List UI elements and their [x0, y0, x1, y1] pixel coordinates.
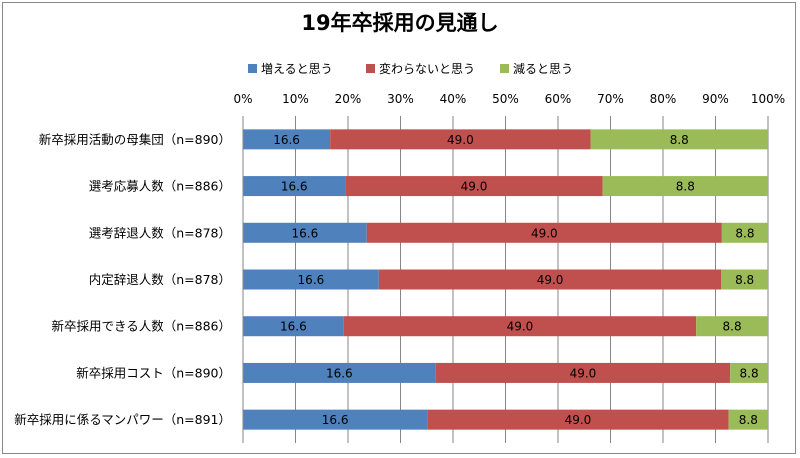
data-label-3-0: 16.6: [298, 273, 325, 287]
bars: 16.6 49.0 8.8 16.6 49.0 8.8 16.6 49.0 8.8 16.6 49.…: [243, 129, 768, 430]
legend-label-2: 減ると思う: [513, 61, 573, 76]
bar-2-1: [366, 222, 722, 243]
x-tick-label-2: 20%: [335, 92, 362, 106]
data-label-3-1: 49.0: [537, 273, 564, 287]
legend-swatch-0: [248, 64, 257, 73]
data-label-4-0: 16.6: [280, 320, 307, 334]
x-tick-label-8: 80%: [650, 92, 677, 106]
data-label-1-2: 8.8: [676, 180, 695, 194]
bar-5-0: [243, 362, 436, 383]
bar-0-2: [590, 129, 768, 150]
data-label-6-0: 16.6: [322, 413, 349, 427]
x-tick-label-4: 40%: [440, 92, 467, 106]
bar-3-0: [243, 269, 379, 290]
data-label-0-2: 8.8: [670, 133, 689, 147]
category-label-5: 新卒採用コスト（n=890）: [76, 365, 231, 380]
bar-0-1: [330, 129, 591, 150]
bar-3-2: [721, 269, 768, 290]
legend-label-1: 変わらないと思う: [379, 61, 475, 76]
category-label-6: 新卒採用に係るマンパワー（n=891）: [14, 412, 231, 427]
bar-1-1: [345, 176, 603, 197]
data-label-2-1: 49.0: [531, 226, 558, 240]
legend: 増えると思う 変わらないと思う 減ると思う: [248, 61, 573, 76]
bar-1-2: [602, 176, 768, 197]
data-label-1-1: 49.0: [461, 180, 488, 194]
data-label-0-1: 49.0: [447, 133, 474, 147]
x-tick-label-0: 0%: [233, 92, 252, 106]
bar-2-0: [243, 222, 367, 243]
category-label-4: 新卒採用できる人数（n=886）: [51, 319, 231, 334]
data-label-6-2: 8.8: [739, 413, 758, 427]
data-label-5-2: 8.8: [740, 366, 759, 380]
category-label-0: 新卒採用活動の母集団（n=890）: [39, 132, 231, 147]
data-label-2-2: 8.8: [735, 226, 754, 240]
data-label-2-0: 16.6: [292, 226, 319, 240]
bar-4-1: [343, 316, 697, 337]
bar-4-2: [696, 316, 768, 337]
x-tick-label-10: 100%: [751, 92, 785, 106]
legend-swatch-2: [500, 64, 509, 73]
x-axis-ticks: 0% 10% 20% 30% 40% 50% 60% 70% 80% 90% 100%: [233, 92, 785, 106]
category-label-2: 選考辞退人数（n=878）: [89, 225, 231, 240]
category-label-3: 内定辞退人数（n=878）: [89, 272, 231, 287]
bar-0-0: [243, 129, 331, 150]
bar-6-0: [243, 409, 428, 430]
bar-2-2: [721, 222, 768, 243]
data-label-4-1: 49.0: [507, 320, 534, 334]
bar-5-1: [435, 362, 731, 383]
data-label-4-2: 8.8: [723, 320, 742, 334]
category-labels: 新卒採用活動の母集団（n=890） 選考応募人数（n=886） 選考辞退人数（n=8…: [14, 132, 231, 427]
data-label-5-0: 16.6: [326, 366, 353, 380]
category-label-1: 選考応募人数（n=886）: [89, 179, 231, 194]
x-tick-label-3: 30%: [387, 92, 414, 106]
bar-5-2: [730, 362, 768, 383]
bar-6-1: [427, 409, 729, 430]
x-tick-label-7: 70%: [597, 92, 624, 106]
bar-1-0: [243, 176, 346, 197]
x-tick-label-6: 60%: [545, 92, 572, 106]
x-tick-label-9: 90%: [702, 92, 729, 106]
data-label-1-0: 16.6: [281, 180, 308, 194]
bar-3-1: [378, 269, 722, 290]
data-label-6-1: 49.0: [565, 413, 592, 427]
legend-swatch-1: [366, 64, 375, 73]
data-label-5-1: 49.0: [570, 366, 597, 380]
x-tick-label-5: 50%: [492, 92, 519, 106]
data-label-0-0: 16.6: [273, 133, 300, 147]
data-label-3-2: 8.8: [735, 273, 754, 287]
chart-title: 19年卒採用の見通し: [301, 11, 498, 35]
bar-4-0: [243, 316, 344, 337]
x-tick-label-1: 10%: [282, 92, 309, 106]
bar-6-2: [728, 409, 768, 430]
legend-label-0: 増えると思う: [261, 62, 333, 76]
